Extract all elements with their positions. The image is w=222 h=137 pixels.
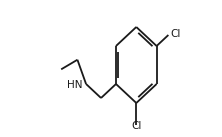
- Text: HN: HN: [67, 80, 82, 90]
- Text: Cl: Cl: [170, 29, 180, 39]
- Text: Cl: Cl: [131, 121, 141, 131]
